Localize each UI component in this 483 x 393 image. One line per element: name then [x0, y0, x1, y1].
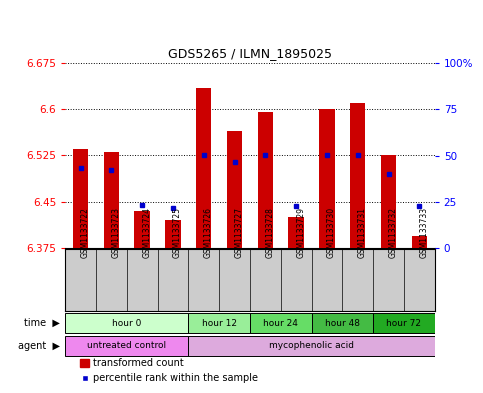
Text: GSM1133729: GSM1133729 — [296, 207, 305, 258]
Bar — [104, 152, 119, 248]
Bar — [319, 109, 335, 248]
Bar — [250, 313, 312, 333]
Bar — [188, 336, 435, 356]
Text: GSM1133730: GSM1133730 — [327, 207, 336, 258]
Bar — [412, 236, 427, 248]
Text: mycophenolic acid: mycophenolic acid — [269, 342, 354, 351]
Text: hour 12: hour 12 — [202, 318, 237, 327]
Bar — [227, 131, 242, 248]
Text: GSM1133725: GSM1133725 — [173, 207, 182, 258]
Text: hour 0: hour 0 — [112, 318, 142, 327]
Text: hour 72: hour 72 — [386, 318, 421, 327]
Text: untreated control: untreated control — [87, 342, 166, 351]
Text: GSM1133723: GSM1133723 — [112, 207, 120, 258]
Bar — [350, 103, 366, 248]
Text: time  ▶: time ▶ — [25, 318, 60, 328]
Bar — [288, 217, 304, 248]
Bar — [165, 220, 181, 248]
Text: GSM1133733: GSM1133733 — [419, 207, 428, 258]
Bar — [381, 156, 396, 248]
Text: agent  ▶: agent ▶ — [18, 341, 60, 351]
Legend: transformed count, percentile rank within the sample: transformed count, percentile rank withi… — [80, 358, 258, 383]
Text: hour 24: hour 24 — [263, 318, 298, 327]
Text: GSM1133726: GSM1133726 — [204, 207, 213, 258]
Text: hour 48: hour 48 — [325, 318, 360, 327]
Text: GSM1133728: GSM1133728 — [265, 208, 274, 258]
Bar — [257, 112, 273, 248]
Bar — [65, 336, 188, 356]
Bar — [312, 313, 373, 333]
Text: GSM1133732: GSM1133732 — [388, 207, 398, 258]
Bar — [134, 211, 150, 248]
Bar — [373, 313, 435, 333]
Text: GSM1133731: GSM1133731 — [358, 207, 367, 258]
Bar — [196, 88, 212, 248]
Bar — [73, 149, 88, 248]
Text: GSM1133722: GSM1133722 — [81, 208, 90, 258]
Title: GDS5265 / ILMN_1895025: GDS5265 / ILMN_1895025 — [168, 48, 332, 61]
Text: GSM1133727: GSM1133727 — [235, 207, 243, 258]
Text: GSM1133724: GSM1133724 — [142, 207, 151, 258]
Bar — [65, 313, 188, 333]
Bar — [188, 313, 250, 333]
